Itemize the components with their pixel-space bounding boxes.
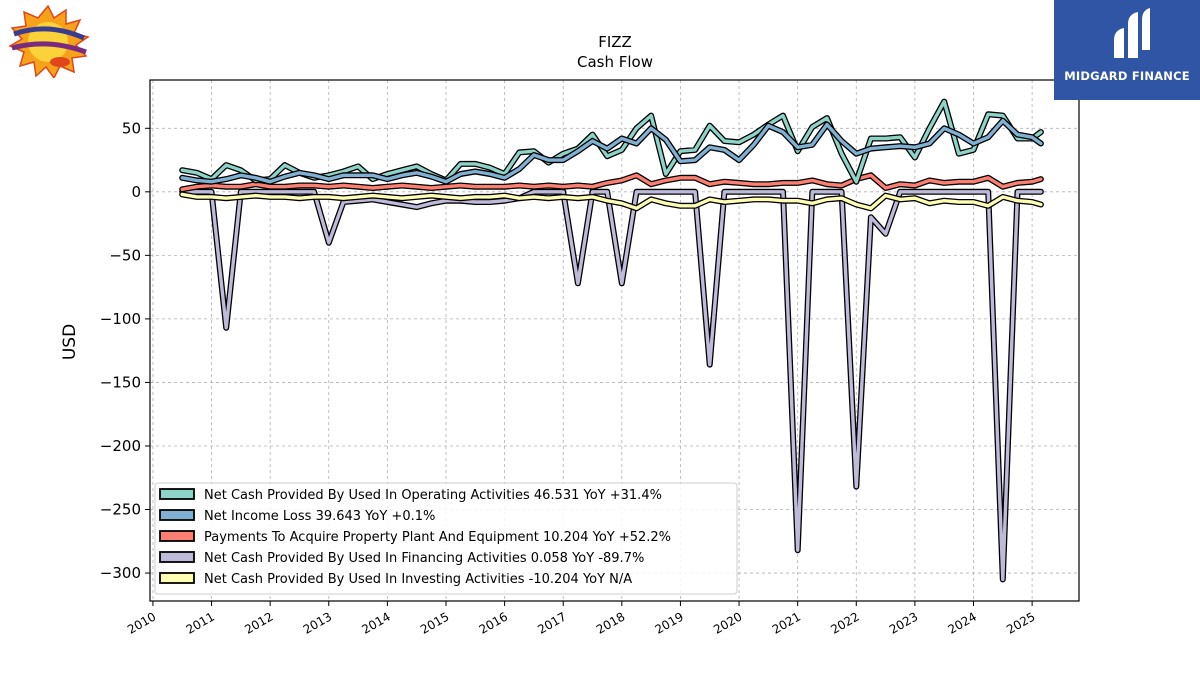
series-line-capex <box>180 173 1043 192</box>
national-beverage-logo <box>4 4 92 80</box>
x-tick-label: 2017 <box>535 609 568 636</box>
series-line-financing <box>180 190 1043 582</box>
series-layer <box>179 98 1044 583</box>
legend-swatch-operating <box>159 488 195 500</box>
series-line-net_income <box>180 118 1043 184</box>
x-tick-label: 2022 <box>828 609 861 636</box>
y-tick-label: −300 <box>100 564 141 582</box>
x-tick-label: 2019 <box>652 609 685 636</box>
legend-label-investing: Net Cash Provided By Used In Investing A… <box>204 572 632 587</box>
legend-box <box>154 482 738 595</box>
series-line-investing <box>180 192 1043 211</box>
x-tick-label: 2018 <box>594 609 627 636</box>
legend-swatch-investing <box>159 572 195 584</box>
x-tick-label: 2021 <box>770 609 803 636</box>
y-tick-label: 50 <box>122 119 141 137</box>
y-tick-label: 0 <box>131 183 141 201</box>
x-tick-label: 2010 <box>125 609 158 636</box>
x-tick-label: 2020 <box>711 609 744 636</box>
legend-swatch-net_income <box>159 509 195 521</box>
legend: Net Cash Provided By Used In Operating A… <box>154 482 738 595</box>
y-tick-label: −150 <box>100 373 141 391</box>
x-tick-label: 2023 <box>887 609 920 636</box>
x-tick-label: 2015 <box>418 609 451 636</box>
legend-label-operating: Net Cash Provided By Used In Operating A… <box>204 488 662 503</box>
midgard-finance-name: MIDGARD FINANCE <box>1064 69 1190 83</box>
legend-label-financing: Net Cash Provided By Used In Financing A… <box>204 551 644 566</box>
legend-swatch-capex <box>159 530 195 542</box>
y-tick-label: −100 <box>100 310 141 328</box>
x-tick-label: 2012 <box>242 609 275 636</box>
x-axis: 2010 2011 2012 2013 2014 2015 2016 2017 2018 2019… <box>125 601 1038 637</box>
x-tick-label: 2014 <box>359 609 392 636</box>
y-tick-label: −50 <box>109 246 141 264</box>
y-tick-label: −200 <box>100 437 141 455</box>
y-axis-label: USD <box>60 324 80 360</box>
plot-frame <box>149 79 1080 602</box>
x-tick-label: 2011 <box>184 609 217 636</box>
x-tick-label: 2013 <box>301 609 334 636</box>
x-tick-label: 2025 <box>1004 609 1037 636</box>
midgard-emblem-icon <box>1114 8 1150 58</box>
legend-label-capex: Payments To Acquire Property Plant And E… <box>204 530 671 545</box>
series-outline-operating <box>179 98 1044 185</box>
series-line-operating <box>180 99 1043 184</box>
chart-subtitle: Cash Flow <box>577 53 653 71</box>
x-tick-label: 2016 <box>477 609 510 636</box>
x-tick-label: 2024 <box>946 609 979 636</box>
y-tick-label: −250 <box>100 501 141 519</box>
legend-swatch-financing <box>159 551 195 563</box>
chart-title: FIZZ <box>598 33 632 51</box>
midgard-finance-logo: MIDGARD FINANCE <box>1054 0 1200 100</box>
y-axis: 50 0 −50 −100 −150 −200 −250 −300 <box>100 119 150 582</box>
legend-label-net_income: Net Income Loss 39.643 YoY +0.1% <box>204 509 435 524</box>
